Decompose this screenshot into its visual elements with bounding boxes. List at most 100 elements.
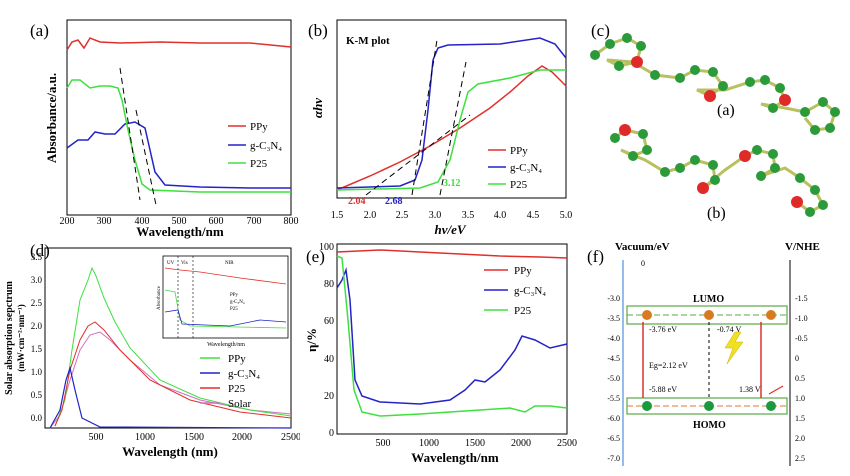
x-label-a: Wavelength/nm (136, 224, 224, 239)
gcn-curve-e (336, 267, 568, 405)
y-label-a: Absorbance/a.u. (44, 73, 59, 163)
svg-text:1.5: 1.5 (795, 414, 805, 423)
svg-text:PPy: PPy (228, 353, 246, 365)
panel-e-letter: (e) (306, 247, 325, 266)
svg-text:-1.0: -1.0 (795, 314, 808, 323)
svg-text:2000: 2000 (511, 438, 531, 449)
x-ticks-e: 500 1000 1500 2000 2500 (376, 438, 578, 449)
lightning-icon (724, 331, 744, 365)
ppy-curve-b (336, 65, 567, 191)
ppy-curve-a (66, 37, 292, 51)
svg-text:800: 800 (284, 216, 299, 227)
b-title: K-M plot (346, 35, 390, 47)
electron-icon (642, 310, 652, 320)
vacuum-title: Vacuum/eV (615, 241, 670, 253)
svg-text:400: 400 (135, 216, 150, 227)
svg-text:-4.0: -4.0 (607, 334, 620, 343)
svg-text:P25: P25 (514, 305, 532, 317)
svg-text:60: 60 (324, 316, 334, 327)
x-label-e: Wavelength/nm (411, 450, 499, 465)
right-ticks-f: -1.5 -1.0 -0.5 0 0.5 1.0 1.5 2.0 2.5 (795, 294, 808, 463)
x-label-b: hν/eV (434, 222, 466, 237)
svg-text:300: 300 (97, 216, 112, 227)
svg-text:4.5: 4.5 (527, 210, 540, 221)
svg-text:20: 20 (324, 391, 334, 402)
panel-a: (a) 200 300 400 500 600 700 800 Waveleng… (30, 19, 299, 239)
ppy-curve-e (336, 249, 568, 259)
svg-text:3.5: 3.5 (462, 210, 475, 221)
x-label-d: Wavelength (nm) (122, 444, 218, 459)
svg-text:700: 700 (247, 216, 262, 227)
svg-text:-3.76 eV: -3.76 eV (649, 325, 677, 334)
sub-a-label: (a) (717, 102, 735, 119)
svg-text:2.5: 2.5 (31, 298, 43, 308)
svg-text:-7.0: -7.0 (607, 454, 620, 463)
y-ticks-e: 0 20 40 60 80 100 (319, 242, 334, 439)
panel-d: (d) Solar absorption sepctrum (mW·cm⁻²·n… (4, 241, 301, 459)
svg-text:g-C₃N₄: g-C₃N₄ (510, 162, 542, 174)
solar-curve-d (49, 331, 292, 429)
svg-text:Wavelength/nm: Wavelength/nm (207, 342, 245, 348)
svg-text:PPy: PPy (230, 293, 239, 298)
y-unit-d: (mW·cm⁻²·nm⁻¹) (16, 304, 26, 371)
svg-text:3.0: 3.0 (429, 210, 442, 221)
svg-text:1000: 1000 (419, 438, 439, 449)
sub-b-label: (b) (707, 205, 726, 222)
polymer-atoms-bottom (610, 124, 828, 217)
p25-curve-a (66, 79, 291, 193)
svg-text:PPy: PPy (250, 121, 268, 133)
nhe-title: V/NHE (785, 241, 820, 253)
y-label-b: αhν (310, 98, 325, 118)
svg-text:80: 80 (324, 279, 334, 290)
p25-curve-d (54, 266, 292, 427)
panel-f: (f) Vacuum/eV V/NHE 0 -3.0 -3.5 -4.0 -4.… (587, 241, 820, 466)
svg-text:2.5: 2.5 (795, 454, 805, 463)
svg-text:0: 0 (641, 259, 645, 268)
svg-text:2.0: 2.0 (31, 321, 43, 331)
panel-a-letter: (a) (30, 21, 49, 40)
svg-text:0.5: 0.5 (31, 390, 43, 400)
panel-e: (e) η/% 0 20 40 60 80 100 500 1000 1500 … (304, 242, 578, 465)
gcn-curve-d (49, 365, 292, 429)
svg-text:3.0: 3.0 (31, 275, 43, 285)
svg-text:-1.5: -1.5 (795, 294, 808, 303)
svg-text:g-C₃N₄: g-C₃N₄ (228, 368, 260, 380)
svg-text:Vis: Vis (181, 261, 188, 266)
svg-text:-6.5: -6.5 (607, 434, 620, 443)
svg-text:4.0: 4.0 (494, 210, 507, 221)
svg-text:-5.88 eV: -5.88 eV (649, 385, 677, 394)
svg-text:g-C₃N₄: g-C₃N₄ (250, 140, 282, 152)
y-label-d: Solar absorption sepctrum (4, 280, 15, 394)
polymer-atoms-top (590, 33, 840, 135)
legend-e: PPy g-C₃N₄ P25 (484, 265, 546, 317)
legend-a: PPy g-C₃N₄ P25 (228, 121, 282, 170)
svg-text:0.0: 0.0 (31, 413, 43, 423)
panel-c-letter: (c) (591, 21, 610, 40)
homo-label: HOMO (693, 420, 726, 431)
svg-text:0: 0 (329, 428, 334, 439)
svg-text:-5.0: -5.0 (607, 374, 620, 383)
svg-text:NIR: NIR (225, 261, 234, 266)
x-ticks-d: 500 1000 1500 2000 2500 (89, 432, 301, 443)
svg-text:500: 500 (89, 432, 104, 443)
p25-curve-b (336, 69, 566, 191)
ann-ppy: 2.04 (348, 196, 366, 207)
svg-text:1.5: 1.5 (31, 344, 43, 354)
ppy-curve-d (54, 321, 292, 427)
ann-p25: 3.12 (443, 178, 461, 189)
svg-text:g-C₃N₄: g-C₃N₄ (514, 285, 546, 297)
lumo-label: LUMO (693, 294, 724, 305)
svg-text:2500: 2500 (557, 438, 577, 449)
svg-text:3.5: 3.5 (31, 252, 43, 262)
svg-text:-0.74 V: -0.74 V (717, 325, 742, 334)
svg-text:2.5: 2.5 (396, 210, 409, 221)
svg-text:1.5: 1.5 (331, 210, 344, 221)
svg-text:g-C₃N₄: g-C₃N₄ (230, 300, 245, 305)
panel-f-letter: (f) (587, 247, 604, 266)
svg-text:500: 500 (172, 216, 187, 227)
panel-b-letter: (b) (308, 21, 328, 40)
svg-text:P25: P25 (228, 383, 246, 395)
svg-text:2.0: 2.0 (795, 434, 805, 443)
svg-text:P25: P25 (250, 158, 268, 170)
svg-text:1000: 1000 (135, 432, 155, 443)
